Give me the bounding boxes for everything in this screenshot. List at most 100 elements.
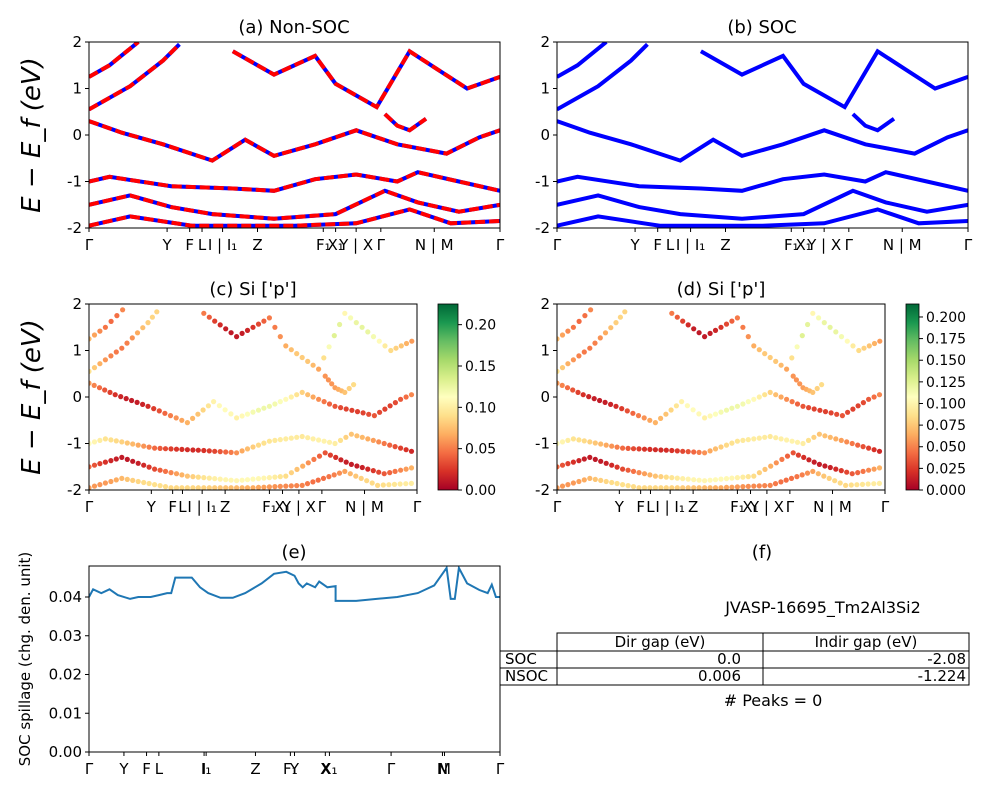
projection-point xyxy=(392,400,398,406)
projection-point xyxy=(707,485,713,490)
projection-point xyxy=(239,485,245,490)
projection-point xyxy=(557,380,560,386)
projection-point xyxy=(294,434,300,440)
projection-point xyxy=(184,485,190,490)
panel-d-yticks: -2 -1 0 1 2 xyxy=(535,295,557,499)
projection-point xyxy=(751,473,757,479)
x-tick-label: N | M xyxy=(415,236,454,254)
projection-point xyxy=(799,472,805,478)
projection-point xyxy=(299,389,305,395)
band-line-spin-up xyxy=(89,119,500,163)
projection-point xyxy=(157,483,163,489)
x-tick-label: N | M xyxy=(813,498,852,516)
projection-point xyxy=(635,413,642,419)
projection-point xyxy=(773,435,779,441)
y-tick-label: 2 xyxy=(540,33,550,51)
projection-point xyxy=(582,313,588,319)
projection-point xyxy=(234,334,240,340)
projection-point xyxy=(266,438,272,444)
x-tick-label: L xyxy=(178,498,187,516)
projection-point xyxy=(146,464,152,470)
projection-point xyxy=(223,485,229,490)
projection-point xyxy=(228,411,234,417)
projection-point xyxy=(152,482,158,488)
projection-point xyxy=(89,368,92,374)
projection-point xyxy=(380,482,386,488)
projection-point xyxy=(387,442,393,448)
projection-point xyxy=(277,334,283,340)
projection-point xyxy=(576,353,582,359)
projection-point xyxy=(806,405,812,411)
projection-point xyxy=(790,373,796,379)
x-tick-label: F₁ xyxy=(730,498,745,516)
projection-point xyxy=(130,477,136,483)
x-tick-label: Y xyxy=(614,498,625,516)
projection-point xyxy=(354,463,360,469)
projection-point xyxy=(723,321,730,327)
projection-point xyxy=(386,482,392,488)
projection-point xyxy=(876,480,883,486)
projection-point xyxy=(179,485,185,490)
projection-point xyxy=(636,485,642,490)
panel-a-yticks: -2 -1 0 1 2 xyxy=(67,33,89,237)
projection-point xyxy=(680,318,686,324)
panel-d-colorbar xyxy=(905,303,920,491)
projection-point xyxy=(299,433,305,440)
projection-point xyxy=(778,479,784,485)
projection-point xyxy=(587,454,593,460)
x-tick-label: X₁ xyxy=(742,498,758,516)
projection-point xyxy=(850,343,856,349)
projection-point xyxy=(305,435,311,441)
projection-point xyxy=(212,485,218,490)
projection-point xyxy=(570,324,577,330)
colorbar-tick-label: 0.05 xyxy=(465,442,496,458)
projection-point xyxy=(283,483,289,489)
projection-point xyxy=(343,406,349,412)
projection-point xyxy=(250,485,256,490)
projection-point xyxy=(331,472,337,478)
projection-point xyxy=(366,411,372,417)
projection-point xyxy=(707,448,713,454)
projection-point xyxy=(855,442,861,448)
projection-point xyxy=(91,439,98,445)
x-tick-label: I xyxy=(202,760,206,778)
projection-point xyxy=(332,403,338,409)
projection-point xyxy=(305,392,311,398)
projection-point xyxy=(685,476,691,482)
projection-point xyxy=(118,394,124,400)
panel-c-points xyxy=(89,307,415,490)
projection-point xyxy=(773,358,779,364)
projection-point xyxy=(119,475,125,481)
projection-point xyxy=(800,440,806,447)
projection-point xyxy=(135,460,141,466)
x-tick-label: F₁ xyxy=(316,236,331,254)
projection-point xyxy=(250,324,256,330)
projection-point xyxy=(707,330,713,336)
projection-point xyxy=(570,357,577,363)
projection-point xyxy=(712,485,719,490)
projection-point xyxy=(393,345,399,351)
projection-point xyxy=(294,466,300,472)
projection-point xyxy=(810,468,816,474)
projection-point xyxy=(652,485,658,490)
y-tick-label: 1 xyxy=(540,342,550,360)
projection-point xyxy=(261,484,267,490)
projection-point xyxy=(347,471,353,477)
projection-point xyxy=(336,470,343,476)
projection-point xyxy=(784,437,790,443)
peaks-count: # Peaks = 0 xyxy=(724,691,823,710)
projection-point xyxy=(587,475,593,481)
projection-point xyxy=(822,433,828,439)
projection-point xyxy=(641,485,648,490)
y-tick-label: -1 xyxy=(67,435,82,453)
projection-point xyxy=(342,468,348,474)
x-tick-label: F xyxy=(142,760,151,778)
projection-point xyxy=(586,394,592,400)
projection-point xyxy=(784,453,791,459)
x-tick-label: N | M xyxy=(883,236,922,254)
projection-point xyxy=(570,459,577,465)
colorbar-tick-label: 0.175 xyxy=(926,332,966,348)
projection-point xyxy=(625,483,631,489)
projection-point xyxy=(848,482,854,488)
x-tick-label: M xyxy=(438,760,451,778)
